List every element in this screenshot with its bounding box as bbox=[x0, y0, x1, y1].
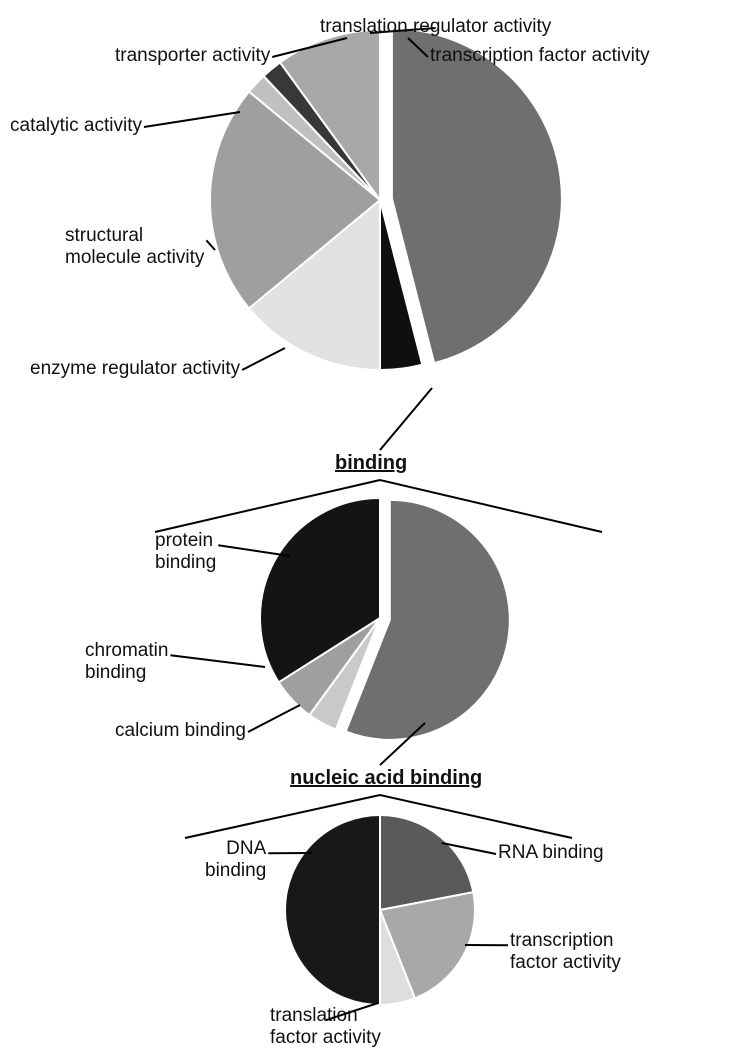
label-protein-binding: protein binding bbox=[155, 530, 216, 574]
label-translation-factor-activity: translation factor activity bbox=[270, 1005, 381, 1049]
label-chromatin-binding: chromatin binding bbox=[85, 640, 168, 684]
label-transporter-activity: transporter activity bbox=[115, 45, 270, 67]
label-transcription-factor-activity: transcription factor activity bbox=[430, 45, 650, 67]
label-structural-molecule-activity: structural molecule activity bbox=[65, 225, 204, 269]
label-catalytic-activity: catalytic activity bbox=[10, 115, 142, 137]
label-translation-regulator-activity: translation regulator activity bbox=[320, 16, 551, 38]
section-label-nucleic-acid-binding: nucleic acid binding bbox=[290, 767, 482, 790]
section-label-binding: binding bbox=[335, 452, 407, 475]
connector-lines bbox=[0, 0, 755, 1050]
label-enzyme-regulator-activity: enzyme regulator activity bbox=[30, 358, 240, 380]
label-rna-binding: RNA binding bbox=[498, 842, 604, 864]
label-dna-binding: DNA binding bbox=[205, 838, 266, 882]
label-calcium-binding: calcium binding bbox=[115, 720, 246, 742]
label-transcription-factor-activity-2: transcription factor activity bbox=[510, 930, 621, 974]
